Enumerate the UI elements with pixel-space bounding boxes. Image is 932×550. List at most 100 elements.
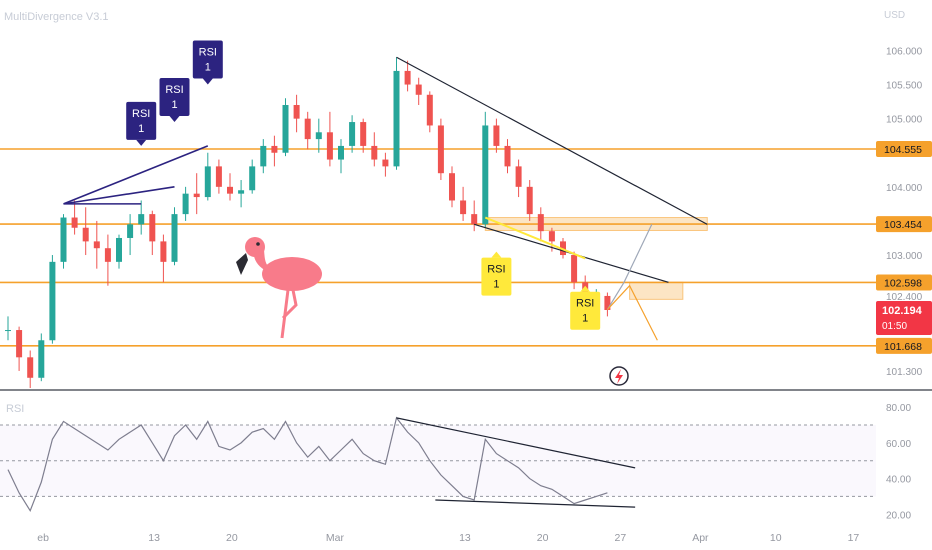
divergence-label-pointer	[580, 285, 591, 292]
level-price-label: 103.454	[884, 219, 922, 231]
candle-body	[304, 118, 311, 140]
flamingo-icon	[236, 237, 322, 339]
level-price-label: 104.555	[884, 144, 922, 156]
candle-body	[138, 214, 145, 225]
rsi-divergence-line[interactable]	[396, 417, 636, 469]
candle-body	[293, 105, 300, 119]
candle-body	[338, 145, 344, 160]
candle-body	[93, 241, 100, 249]
horizontal-levels	[0, 148, 876, 347]
candle-body	[449, 173, 455, 201]
flamingo-body	[262, 257, 322, 291]
candle-body	[426, 94, 433, 126]
divergence-line[interactable]	[63, 145, 209, 205]
candle-body	[60, 217, 67, 262]
candle-body	[27, 357, 34, 378]
price-axis[interactable]: 106.000 105.500 105.000 104.000 103.000 102.4…	[876, 46, 932, 521]
supply-zones	[484, 217, 708, 300]
time-axis[interactable]: eb 13 20 Mar 13 20 27 Apr 10 17	[37, 532, 859, 544]
resistance-zone[interactable]	[484, 217, 708, 231]
candle-body	[493, 125, 500, 146]
divergence-label-box[interactable]	[126, 101, 157, 140]
divergence-label-pointer	[491, 251, 502, 258]
candle-body	[282, 105, 289, 153]
divergence-label-pointer	[136, 139, 147, 146]
descending-resistance-line[interactable]	[396, 56, 708, 225]
candle-body	[393, 70, 400, 167]
candle-body	[171, 214, 178, 262]
last-price-label: 102.194	[882, 305, 923, 317]
candle-body	[16, 330, 23, 358]
divergence-line[interactable]	[63, 186, 175, 205]
price-tick-label: 104.000	[886, 183, 923, 194]
candle-body	[560, 241, 566, 256]
divergence-label-text: RSI	[132, 108, 150, 120]
time-tick-label: 17	[848, 532, 860, 544]
candle-body	[193, 193, 200, 198]
price-tick-label: 102.400	[886, 292, 923, 303]
candle-body	[204, 166, 211, 198]
lightning-icon-bolt	[615, 369, 623, 384]
divergence-label-count: 1	[205, 62, 211, 74]
candle-body	[127, 224, 134, 238]
level-price-tag	[876, 337, 932, 354]
divergence-label-box[interactable]	[159, 78, 190, 117]
rsi-divergence-line[interactable]	[435, 499, 636, 508]
candle-body	[271, 145, 278, 153]
divergence-label-pointer	[202, 78, 213, 85]
flamingo-head	[245, 237, 265, 257]
trendlines	[63, 56, 708, 341]
candle-body	[38, 340, 45, 378]
divergence-label-box[interactable]	[570, 291, 601, 330]
divergence-label-text: RSI	[199, 47, 217, 59]
countdown-label: 01:50	[882, 321, 907, 332]
rsi-tick-label: 20.00	[886, 510, 911, 521]
rsi-line[interactable]	[7, 416, 608, 513]
flamingo-beak	[236, 253, 248, 275]
rsi-tick-label: 80.00	[886, 403, 911, 414]
candle-body	[182, 193, 189, 215]
candle-body	[160, 241, 167, 262]
divergence-label-text: RSI	[165, 84, 183, 96]
price-tick-label: 106.000	[886, 46, 923, 57]
price-tick-label: 103.000	[886, 251, 923, 262]
candle-body	[482, 125, 489, 225]
time-tick-label: Mar	[326, 532, 345, 544]
projection-down-arrow[interactable]	[606, 284, 658, 341]
rsi-pane	[0, 416, 876, 513]
divergence-label-pointer	[169, 116, 180, 123]
time-tick-label: 20	[537, 532, 549, 544]
candle-body	[537, 214, 544, 232]
time-tick-label: 13	[148, 532, 160, 544]
divergence-label-box[interactable]	[481, 257, 512, 296]
candle-body	[515, 166, 522, 187]
divergence-line[interactable]	[484, 216, 586, 260]
candle-body	[238, 190, 245, 194]
divergence-label-count: 1	[493, 279, 499, 291]
candle-body	[227, 186, 233, 194]
candle-body	[149, 214, 156, 242]
candle-body	[415, 84, 422, 95]
candle-body	[404, 70, 411, 85]
divergence-label-box[interactable]	[192, 40, 223, 79]
time-tick-label: 27	[615, 532, 627, 544]
candle-body	[260, 145, 267, 167]
resistance-zone[interactable]	[629, 281, 684, 300]
time-tick-label: eb	[37, 532, 49, 544]
projection-up-arrow[interactable]	[606, 224, 653, 310]
candle-body	[116, 237, 122, 262]
candle-body	[49, 261, 56, 341]
candle-body	[326, 132, 333, 160]
divergence-label-count: 1	[171, 99, 177, 111]
divergence-label-count: 1	[138, 123, 144, 135]
level-price-tag	[876, 216, 932, 233]
time-tick-label: 20	[226, 532, 238, 544]
time-tick-label: 10	[770, 532, 782, 544]
divergence-label-text: RSI	[576, 298, 594, 310]
candle-body	[504, 145, 511, 167]
lightning-icon[interactable]	[609, 366, 629, 386]
flamingo-eye	[256, 242, 260, 246]
candle-body	[604, 295, 611, 310]
divergence-label-text: RSI	[487, 264, 505, 276]
